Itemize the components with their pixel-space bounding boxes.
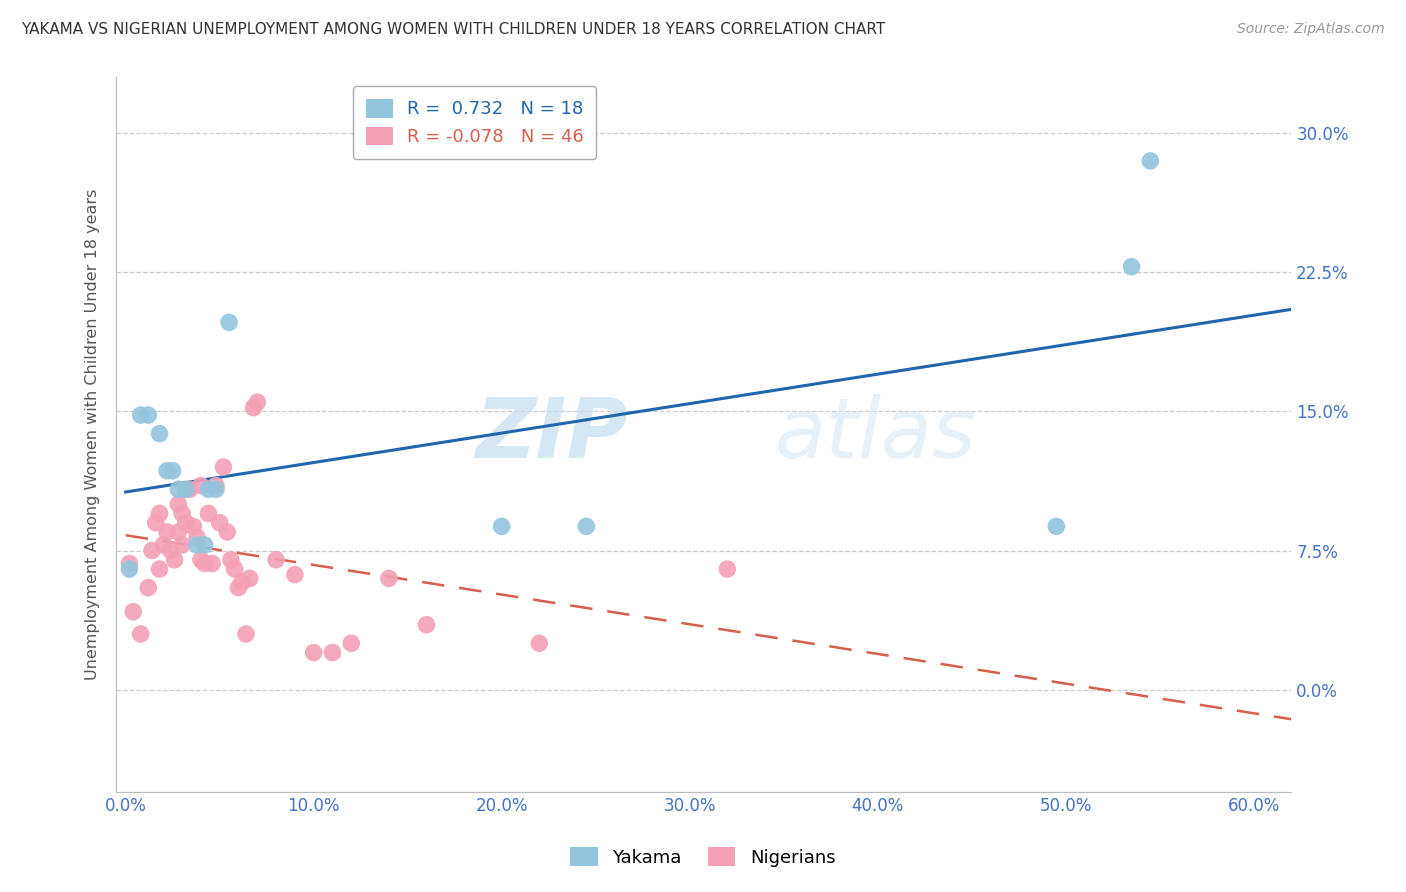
Point [174,483,197,497]
Point [118,562,141,576]
Point [194,557,217,571]
Point [212,460,235,475]
Point [179,483,201,497]
Point [235,627,257,641]
Point [190,553,212,567]
Point [122,605,145,619]
Point [217,524,239,539]
Point [170,507,193,521]
Point [197,483,219,497]
Point [340,636,363,650]
Point [136,408,159,422]
Point [163,553,186,567]
Point [242,401,264,415]
Point [378,571,401,585]
Point [1139,153,1161,168]
Point [264,553,287,567]
Point [415,617,437,632]
Point [170,538,193,552]
Point [224,562,246,576]
Point [197,507,219,521]
Point [302,646,325,660]
Point [152,538,174,552]
Legend: Yakama, Nigerians: Yakama, Nigerians [564,840,842,874]
Point [148,426,170,441]
Point [575,519,598,533]
Point [205,483,228,497]
Point [186,538,208,552]
Point [1045,519,1067,533]
Point [174,516,197,530]
Legend: R =  0.732   N = 18, R = -0.078   N = 46: R = 0.732 N = 18, R = -0.078 N = 46 [353,87,596,159]
Text: YAKAMA VS NIGERIAN UNEMPLOYMENT AMONG WOMEN WITH CHILDREN UNDER 18 YEARS CORRELA: YAKAMA VS NIGERIAN UNEMPLOYMENT AMONG WO… [21,22,886,37]
Point [129,627,152,641]
Point [159,543,181,558]
Point [239,571,262,585]
Point [205,478,228,492]
Point [156,524,179,539]
Point [208,516,231,530]
Point [218,315,240,329]
Point [190,478,212,492]
Point [201,557,224,571]
Point [228,581,250,595]
Y-axis label: Unemployment Among Women with Children Under 18 years: Unemployment Among Women with Children U… [86,189,100,681]
Point [716,562,738,576]
Point [167,483,190,497]
Point [284,567,307,582]
Point [167,524,190,539]
Point [1121,260,1143,274]
Point [136,581,159,595]
Point [321,646,343,660]
Point [183,519,205,533]
Point [167,497,190,511]
Point [219,553,242,567]
Point [491,519,513,533]
Point [129,408,152,422]
Text: atlas: atlas [775,394,976,475]
Point [194,538,217,552]
Point [148,507,170,521]
Point [145,516,167,530]
Point [186,531,208,545]
Point [148,562,170,576]
Point [141,543,163,558]
Point [162,464,184,478]
Point [529,636,551,650]
Point [246,395,269,409]
Text: ZIP: ZIP [475,394,627,475]
Point [231,575,253,590]
Text: Source: ZipAtlas.com: Source: ZipAtlas.com [1237,22,1385,37]
Point [118,557,141,571]
Point [156,464,179,478]
